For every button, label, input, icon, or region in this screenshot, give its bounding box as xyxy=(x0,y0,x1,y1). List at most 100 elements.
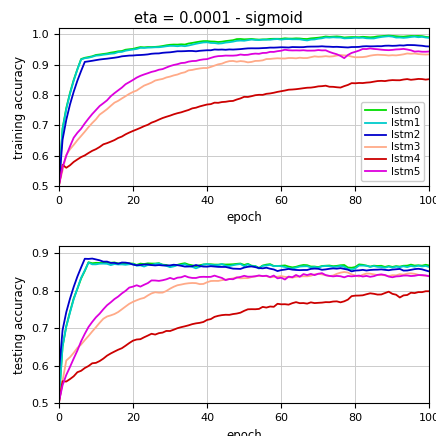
lstm2 xyxy=(82,256,88,261)
lstm3 xyxy=(334,271,340,276)
lstm2 xyxy=(427,44,432,49)
lstm3 xyxy=(427,273,432,279)
lstm4 xyxy=(279,302,284,307)
Text: eta = 0.0001 - sigmoid: eta = 0.0001 - sigmoid xyxy=(133,11,303,26)
lstm4 xyxy=(56,183,61,188)
Line: lstm1: lstm1 xyxy=(59,36,429,186)
lstm0 xyxy=(427,34,432,40)
lstm0 xyxy=(153,261,158,266)
lstm1 xyxy=(153,261,158,266)
Line: lstm5: lstm5 xyxy=(59,48,429,186)
lstm5 xyxy=(427,274,432,279)
lstm0 xyxy=(427,263,432,268)
lstm3 xyxy=(316,54,321,59)
lstm5 xyxy=(427,49,432,54)
Line: lstm3: lstm3 xyxy=(59,272,429,402)
lstm2 xyxy=(227,47,232,52)
lstm1 xyxy=(82,268,88,273)
lstm4 xyxy=(279,89,284,94)
lstm5 xyxy=(279,275,284,280)
lstm3 xyxy=(149,291,154,296)
lstm5 xyxy=(368,46,373,51)
lstm1 xyxy=(86,260,91,265)
lstm4 xyxy=(334,85,340,90)
lstm1 xyxy=(334,35,340,40)
lstm3 xyxy=(279,273,284,279)
lstm4 xyxy=(316,300,321,306)
lstm0 xyxy=(386,33,392,38)
lstm5 xyxy=(334,51,340,57)
lstm1 xyxy=(427,35,432,41)
lstm2 xyxy=(230,266,235,271)
lstm5 xyxy=(56,183,61,188)
Y-axis label: testing accuracy: testing accuracy xyxy=(13,276,26,374)
lstm3 xyxy=(316,271,321,276)
lstm0 xyxy=(338,262,343,268)
lstm1 xyxy=(316,36,321,41)
lstm5 xyxy=(82,331,88,337)
lstm4 xyxy=(149,331,154,337)
lstm4 xyxy=(427,77,432,82)
Line: lstm0: lstm0 xyxy=(59,36,429,185)
lstm1 xyxy=(56,183,61,188)
X-axis label: epoch: epoch xyxy=(226,429,262,436)
lstm4 xyxy=(82,153,88,158)
lstm2 xyxy=(405,42,410,48)
lstm5 xyxy=(149,278,154,283)
lstm0 xyxy=(56,182,61,187)
lstm5 xyxy=(56,399,61,405)
lstm3 xyxy=(227,58,232,64)
lstm0 xyxy=(279,36,284,41)
lstm4 xyxy=(416,76,421,82)
lstm3 xyxy=(427,52,432,57)
lstm5 xyxy=(319,270,324,276)
lstm4 xyxy=(316,84,321,89)
lstm1 xyxy=(427,265,432,270)
lstm4 xyxy=(149,120,154,125)
lstm5 xyxy=(149,69,154,75)
lstm3 xyxy=(227,276,232,282)
lstm4 xyxy=(334,299,340,304)
lstm2 xyxy=(316,44,321,49)
lstm2 xyxy=(149,51,154,56)
lstm0 xyxy=(230,262,235,267)
Line: lstm3: lstm3 xyxy=(59,54,429,185)
lstm1 xyxy=(386,34,392,39)
lstm5 xyxy=(316,271,321,276)
lstm5 xyxy=(316,48,321,53)
Line: lstm4: lstm4 xyxy=(59,291,429,403)
lstm3 xyxy=(56,399,61,405)
lstm5 xyxy=(227,276,232,282)
Line: lstm2: lstm2 xyxy=(59,259,429,373)
lstm2 xyxy=(283,267,288,272)
Line: lstm4: lstm4 xyxy=(59,79,429,186)
lstm2 xyxy=(427,269,432,274)
Legend: lstm0, lstm1, lstm2, lstm3, lstm4, lstm5: lstm0, lstm1, lstm2, lstm3, lstm4, lstm5 xyxy=(361,102,424,181)
lstm0 xyxy=(149,44,154,50)
lstm2 xyxy=(319,267,324,272)
Line: lstm2: lstm2 xyxy=(59,45,429,186)
lstm0 xyxy=(227,38,232,43)
lstm3 xyxy=(56,183,61,188)
lstm2 xyxy=(334,44,340,49)
lstm2 xyxy=(82,59,88,65)
lstm3 xyxy=(334,53,340,58)
lstm3 xyxy=(279,56,284,61)
lstm0 xyxy=(334,34,340,39)
lstm3 xyxy=(342,269,347,275)
lstm2 xyxy=(90,256,95,261)
lstm2 xyxy=(279,44,284,50)
lstm1 xyxy=(283,264,288,269)
lstm0 xyxy=(86,259,91,265)
lstm2 xyxy=(153,263,158,268)
lstm0 xyxy=(82,268,88,273)
lstm4 xyxy=(427,289,432,294)
lstm4 xyxy=(56,401,61,406)
lstm3 xyxy=(82,337,88,343)
lstm0 xyxy=(82,55,88,61)
lstm1 xyxy=(279,37,284,42)
lstm2 xyxy=(56,183,61,188)
lstm5 xyxy=(338,274,343,279)
lstm2 xyxy=(338,266,343,271)
lstm0 xyxy=(283,263,288,268)
